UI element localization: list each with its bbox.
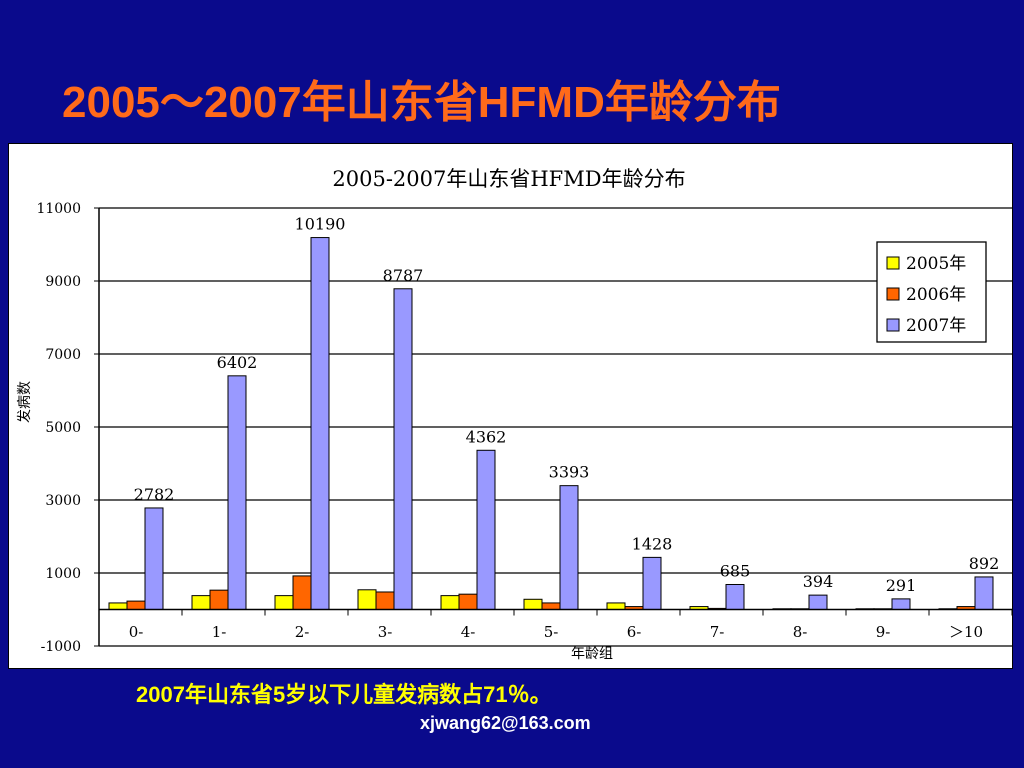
bar-2007 [476, 449, 496, 610]
y-tick-label: 5000 [45, 420, 81, 436]
bar-2005 [606, 602, 626, 610]
bar-2007 [227, 375, 247, 610]
data-label: 3393 [549, 463, 590, 482]
author-email: xjwang62@163.com [420, 713, 591, 733]
bar-2005 [523, 598, 543, 610]
bar-2007 [808, 594, 828, 610]
legend-label: 2005年 [906, 254, 966, 274]
legend-label: 2007年 [906, 316, 966, 336]
bar-2007 [559, 485, 579, 610]
slide-title: 2005～2007年山东省HFMD年龄分布 [62, 78, 781, 127]
legend-swatch [886, 287, 900, 301]
x-tick-label: 5- [544, 623, 559, 641]
bar-2005 [274, 595, 294, 611]
y-tick-label: 3000 [45, 493, 81, 509]
bar-2005 [191, 595, 211, 611]
bar-2007 [310, 237, 330, 610]
y-tick-label: 9000 [45, 274, 81, 290]
bar-chart: 2005-2007年山东省HFMD年龄分布 发病数 年龄组 2782 6402 10… [17, 167, 1013, 662]
caption-text: 2007年山东省5岁以下儿童发病数占71％。 [136, 682, 552, 707]
x-tick-label: 0- [129, 623, 144, 641]
bar-2007 [891, 598, 911, 611]
bar-2006 [541, 602, 561, 610]
bar-2006 [126, 600, 146, 611]
data-label: 10190 [295, 215, 346, 234]
x-tick-label: 7- [710, 623, 725, 641]
bar-2006 [375, 591, 395, 611]
data-label: 6402 [217, 353, 258, 372]
chart-title: 2005-2007年山东省HFMD年龄分布 [332, 167, 685, 191]
x-axis-label: 年龄组 [571, 646, 613, 662]
y-tick-label: -1000 [41, 639, 81, 655]
y-axis-label: 发病数 [17, 381, 33, 423]
data-label: 685 [720, 561, 751, 580]
y-tick-label: 1000 [45, 566, 81, 582]
data-label: 394 [803, 572, 834, 591]
data-label: 892 [969, 554, 1000, 573]
x-tick-label: 2- [295, 623, 310, 641]
x-tick-label: 4- [461, 623, 476, 641]
data-label: 2782 [134, 485, 175, 504]
bar-2007 [642, 556, 662, 610]
x-tick-label: 3- [378, 623, 393, 641]
y-tick-label: 7000 [45, 347, 81, 363]
x-tick-label: 1- [212, 623, 227, 641]
x-tick-label: 8- [793, 623, 808, 641]
bar-2005 [440, 595, 460, 611]
data-label: 1428 [632, 534, 673, 553]
bar-2005 [357, 589, 377, 611]
bar-2006 [292, 575, 312, 611]
data-label: 4362 [466, 427, 507, 446]
x-tick-label: 6- [627, 623, 642, 641]
bar-2007 [974, 576, 994, 610]
bar-2007 [144, 507, 164, 610]
x-tick-label: 9- [876, 623, 891, 641]
x-tick-label: ＞10 [949, 623, 983, 641]
bar-2006 [458, 593, 478, 611]
data-label: 8787 [383, 266, 424, 285]
bar-2007 [725, 583, 745, 610]
legend-label: 2006年 [906, 285, 966, 305]
y-tick-label: 11000 [36, 201, 81, 217]
chart-panel: 2005-2007年山东省HFMD年龄分布 发病数 年龄组 2782 6402 10… [8, 143, 1013, 669]
data-label: 291 [886, 576, 917, 595]
bar-2006 [209, 589, 229, 610]
bar-2005 [108, 602, 128, 610]
bar-2007 [393, 288, 413, 610]
legend-swatch [886, 318, 900, 332]
legend-swatch [886, 256, 900, 270]
